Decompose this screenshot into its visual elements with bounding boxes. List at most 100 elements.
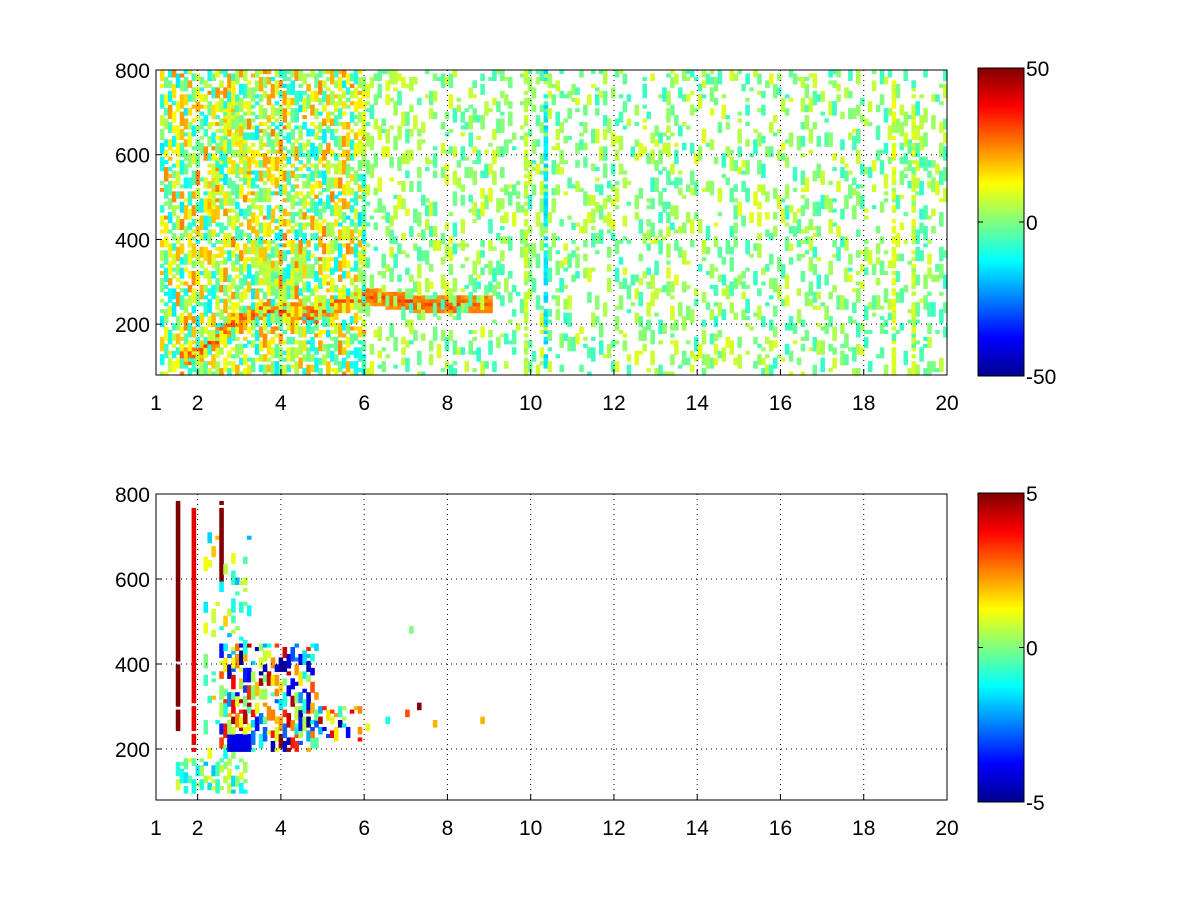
heatmap-cell [488,298,493,303]
heatmap-cell [460,229,466,234]
heatmap-cell [927,364,932,369]
heatmap-cell [685,309,691,314]
heatmap-cell [345,354,351,359]
heatmap-cell [626,284,632,289]
heatmap-cell [357,302,363,307]
heatmap-cell [480,267,485,272]
heatmap-cell [757,205,762,210]
heatmap-cell [753,364,758,369]
heatmap-cell [373,288,379,293]
heatmap-cell [246,264,252,269]
heatmap-cell [298,225,303,231]
heatmap-cell [290,264,296,269]
heatmap-cell [812,253,818,258]
heatmap-cell [484,264,489,269]
heatmap-cell [282,298,288,303]
heatmap-cell [231,295,236,300]
heatmap-cell [405,170,410,175]
heatmap-cell [543,201,549,206]
heatmap-cell [326,205,331,210]
heatmap-cell [824,323,829,328]
heatmap-cell [397,198,402,203]
heatmap-cell [543,212,549,217]
heatmap-cell [274,225,280,231]
heatmap-cell [341,347,347,352]
heatmap-cell [591,316,596,321]
heatmap-cell [828,260,833,265]
heatmap-cell [448,312,454,317]
heatmap-cell [717,277,723,283]
heatmap-cell [203,184,209,189]
heatmap-cell [282,368,288,373]
heatmap-cell [326,198,331,203]
heatmap-cell [195,205,201,210]
heatmap-cell [674,340,679,345]
heatmap-cell [844,298,849,303]
heatmap-cell [231,250,236,255]
heatmap-cell [654,236,659,241]
heatmap-cell [729,194,735,199]
heatmap-cell [310,316,315,321]
heatmap-cell [385,212,390,217]
heatmap-cell [480,329,485,335]
heatmap-cell [235,229,240,234]
heatmap-cell [219,371,224,376]
heatmap-cell [899,173,905,179]
heatmap-cell [417,291,422,296]
heatmap-cell [175,284,181,289]
heatmap-cell [523,219,529,224]
heatmap-cell [420,312,426,317]
heatmap-cell [852,319,857,324]
heatmap-cell [302,205,307,210]
heatmap-cell [175,350,181,355]
heatmap-cell [349,277,355,283]
heatmap-cell [428,343,434,348]
heatmap-cell [670,208,675,213]
heatmap-cell [729,250,735,255]
heatmap-cell [377,350,383,355]
heatmap-cell [871,305,877,310]
heatmap-cell [788,208,794,213]
heatmap-cell [337,184,343,189]
heatmap-cell [183,326,189,331]
heatmap-cell [274,281,280,286]
heatmap-cell [539,243,545,248]
heatmap-cell [598,239,604,244]
heatmap-cell [298,212,303,217]
heatmap-cell [322,319,327,324]
heatmap-cell [231,284,236,289]
heatmap-cell [464,364,470,369]
heatmap-cell [741,222,746,227]
heatmap-cell [223,288,228,293]
heatmap-cell [187,326,193,331]
heatmap-cell [314,167,319,172]
heatmap-cell [219,187,224,192]
heatmap-cell [523,274,529,279]
heatmap-cell [515,194,521,199]
heatmap-cell [231,329,236,335]
heatmap-cell [729,309,735,314]
heatmap-cell [199,295,205,300]
heatmap-cell [531,277,537,283]
heatmap-cell [911,291,916,296]
heatmap-cell [500,239,505,244]
heatmap-cell [931,364,936,369]
heatmap-cell [650,232,655,237]
heatmap-cell [357,340,363,345]
heatmap-cell [278,340,284,345]
heatmap-cell [606,343,612,348]
heatmap-cell [492,291,497,296]
heatmap-cell [911,302,916,307]
heatmap-cell [322,180,327,185]
heatmap-cell [812,264,818,269]
heatmap-cell [800,274,806,279]
heatmap-cell [638,219,644,224]
heatmap-cell [519,208,525,213]
heatmap-cell [476,274,481,279]
heatmap-cell [250,260,256,265]
heatmap-cell [689,354,695,359]
heatmap-cell [634,357,640,362]
heatmap-cell [468,198,473,203]
heatmap-cell [875,305,881,310]
heatmap-cell [306,340,311,345]
